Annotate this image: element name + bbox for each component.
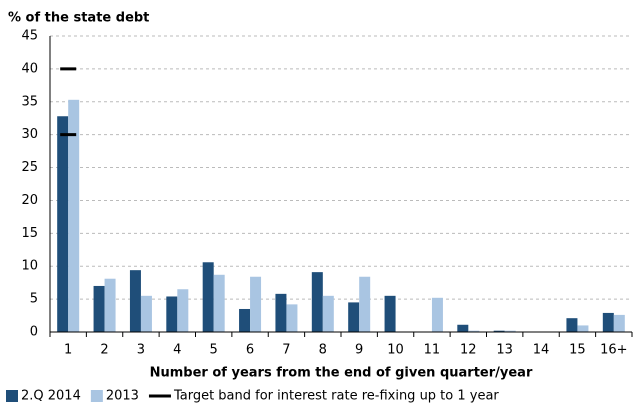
bar (613, 314, 625, 332)
y-tick-label: 45 (21, 29, 38, 44)
bar (504, 330, 516, 332)
bar (239, 308, 251, 332)
y-tick-label: 0 (30, 325, 38, 340)
legend-swatch (90, 390, 103, 402)
bar (93, 285, 105, 332)
bar (166, 296, 178, 332)
bar (431, 297, 443, 332)
x-tick-label: 6 (246, 343, 254, 358)
legend-label: 2013 (106, 389, 139, 404)
y-tick-label: 25 (21, 160, 38, 175)
x-tick-label: 13 (496, 343, 513, 358)
y-tick-label: 15 (21, 226, 38, 241)
x-tick-label: 2 (100, 343, 108, 358)
y-tick-label: 20 (21, 193, 38, 208)
bar (493, 330, 505, 332)
y-tick-label: 5 (30, 292, 38, 307)
x-tick-label: 12 (460, 343, 477, 358)
x-tick-label: 16+ (600, 343, 627, 358)
y-tick-label: 40 (21, 61, 38, 76)
legend-label: 2.Q 2014 (21, 389, 81, 404)
bar (602, 312, 614, 332)
y-tick-label: 10 (21, 259, 38, 274)
legend-swatch (6, 390, 18, 402)
bar (566, 318, 578, 332)
bar (275, 293, 287, 332)
bar (202, 262, 214, 332)
x-tick-label: 10 (387, 343, 404, 358)
bar (68, 99, 80, 332)
bar (286, 304, 298, 332)
x-tick-label: 8 (319, 343, 327, 358)
x-tick-label: 11 (424, 343, 441, 358)
bar (577, 325, 589, 332)
y-tick-label: 30 (21, 127, 38, 142)
bar (348, 302, 360, 332)
bar (468, 330, 480, 332)
bar (384, 295, 396, 332)
y-axis-title: % of the state debt (8, 11, 149, 26)
bar (104, 278, 116, 332)
bar (322, 295, 334, 332)
bar (359, 276, 371, 332)
x-tick-label: 5 (210, 343, 218, 358)
bar (457, 324, 469, 332)
bar (129, 270, 141, 332)
y-tick-label: 35 (21, 94, 38, 109)
x-tick-label: 14 (533, 343, 550, 358)
x-tick-label: 15 (569, 343, 586, 358)
bar (213, 274, 225, 332)
bar (140, 295, 152, 332)
x-tick-label: 4 (173, 343, 181, 358)
x-axis-title: Number of years from the end of given qu… (150, 366, 533, 381)
x-tick-label: 7 (282, 343, 290, 358)
legend-label: Target band for interest rate re-fixing … (173, 389, 499, 404)
bar (57, 116, 69, 332)
bar (177, 289, 189, 332)
x-tick-label: 9 (355, 343, 363, 358)
bar (311, 272, 323, 332)
x-tick-label: 1 (64, 343, 72, 358)
bar (250, 276, 262, 332)
x-tick-label: 3 (137, 343, 145, 358)
